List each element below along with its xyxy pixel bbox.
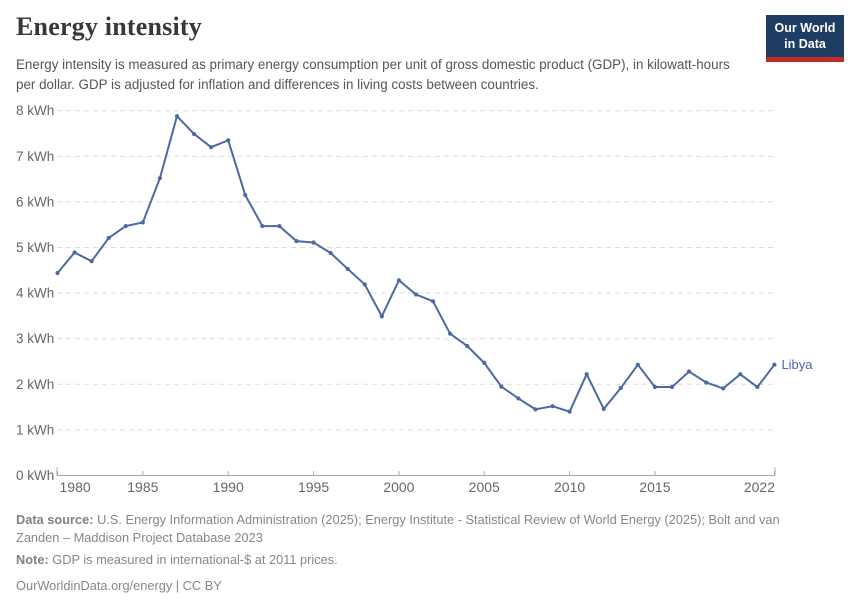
data-point (669, 384, 675, 390)
data-point (328, 250, 333, 256)
y-axis-label: 8 kWh (16, 103, 54, 118)
data-point (226, 138, 231, 143)
data-point (550, 404, 555, 409)
data-point (413, 292, 419, 297)
x-axis-label: 1980 (60, 479, 91, 495)
y-axis-label: 2 kWh (16, 377, 54, 392)
data-point (738, 372, 743, 377)
data-point (635, 362, 640, 367)
data-point (72, 250, 77, 255)
data-point (686, 369, 692, 374)
data-point (243, 192, 248, 198)
chart-footer: Data source: U.S. Energy Information Adm… (16, 511, 816, 600)
data-point (601, 406, 606, 412)
x-axis-label: 2010 (554, 479, 585, 495)
data-point (482, 360, 487, 365)
x-axis-label: 2015 (639, 479, 670, 495)
line-chart: 0 kWh 1 kWh 2 kWh 3 kWh 4 kWh 5 kWh 6 kWh 7 kWh… (16, 103, 813, 495)
data-point (721, 386, 726, 391)
data-point (55, 270, 60, 276)
data-point (174, 114, 180, 119)
data-point (533, 407, 538, 412)
data-point (772, 362, 777, 367)
y-axis-label: 6 kWh (16, 194, 54, 209)
datasource-line: Data source: U.S. Energy Information Adm… (16, 511, 816, 546)
citation-line: OurWorldinData.org/energy | CC BY (16, 577, 222, 593)
data-point (567, 409, 572, 414)
x-axis-label: 2005 (469, 479, 500, 495)
data-point (294, 239, 299, 244)
chart-subtitle: Energy intensity is measured as primary … (16, 57, 730, 93)
data-point (260, 223, 265, 229)
y-axis-label: 0 kWh (16, 468, 54, 483)
data-point (465, 343, 470, 349)
data-point (123, 223, 128, 229)
data-point (755, 384, 760, 390)
data-point (277, 223, 282, 229)
series-label-libya: Libya (781, 357, 813, 372)
data-point (379, 314, 384, 319)
data-point (448, 331, 453, 336)
series-line-libya (56, 115, 776, 413)
data-point (106, 235, 111, 241)
data-point (652, 384, 658, 390)
datasource-text: U.S. Energy Information Administration (… (16, 512, 780, 545)
y-axis-label: 7 kWh (16, 149, 54, 164)
data-point (396, 278, 401, 283)
y-axis-label: 3 kWh (16, 331, 54, 346)
y-axis-label: 5 kWh (16, 240, 54, 255)
data-point (157, 176, 163, 181)
y-axis-label: 1 kWh (16, 422, 54, 437)
x-axis-label: 1995 (298, 479, 329, 495)
page-title: Energy intensity (16, 12, 202, 41)
datasource-label: Data source: (16, 512, 94, 527)
note-text: GDP is measured in international-$ at 20… (48, 552, 338, 568)
data-point (209, 145, 214, 150)
data-point (362, 282, 367, 287)
x-axis-label: 1985 (127, 479, 158, 495)
data-point (618, 385, 623, 391)
note-label: Note: (16, 552, 49, 568)
data-point (191, 131, 197, 137)
data-point (499, 384, 504, 389)
y-axis-label: 4 kWh (16, 286, 54, 301)
data-point (584, 372, 589, 377)
data-point (516, 396, 521, 401)
data-point (140, 220, 145, 225)
owid-logo-text-line2: in Data (784, 36, 826, 51)
data-point (430, 299, 436, 304)
data-point (704, 380, 709, 385)
data-point (345, 266, 350, 272)
note-line: Note: GDP is measured in international-$… (16, 551, 816, 569)
x-axis-label: 1990 (213, 479, 244, 495)
data-point (89, 259, 94, 264)
x-axis-label: 2022 (744, 479, 775, 495)
owid-logo: Our World in Data (766, 15, 844, 63)
owid-logo-text-line1: Our World (774, 21, 836, 35)
x-axis-label: 2000 (383, 479, 414, 495)
data-point (311, 240, 316, 245)
